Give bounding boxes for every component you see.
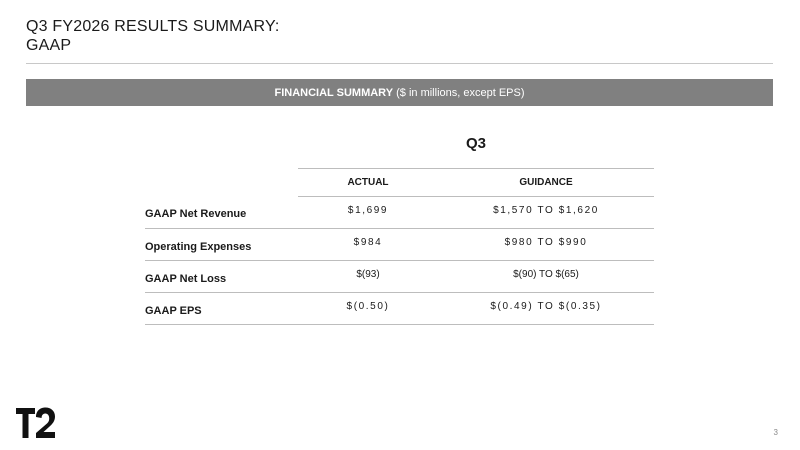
table-row: GAAP Net Revenue $1,699 $1,570 TO $1,620 xyxy=(145,196,654,229)
financial-summary-table: ACTUAL GUIDANCE GAAP Net Revenue $1,699 … xyxy=(145,169,654,325)
column-header-guidance: GUIDANCE xyxy=(438,169,654,197)
row-label: GAAP Net Loss xyxy=(145,260,298,293)
guidance-value: $980 TO $990 xyxy=(438,228,654,261)
period-heading: Q3 xyxy=(465,135,486,152)
banner-subtitle: ($ in millions, except EPS) xyxy=(393,86,525,99)
actual-value: $984 xyxy=(298,228,438,261)
title-divider xyxy=(26,63,773,64)
column-header-actual: ACTUAL xyxy=(298,169,438,197)
table-header-row: ACTUAL GUIDANCE xyxy=(145,169,654,197)
slide-title-line-2: GAAP xyxy=(26,37,72,54)
banner-title: FINANCIAL SUMMARY xyxy=(274,86,394,99)
row-label: GAAP EPS xyxy=(145,292,298,325)
guidance-value: $(0.49) TO $(0.35) xyxy=(438,292,654,325)
t2-logo-icon xyxy=(16,407,55,438)
row-label: GAAP Net Revenue xyxy=(145,196,298,229)
actual-value: $(0.50) xyxy=(298,292,438,325)
guidance-value: $1,570 TO $1,620 xyxy=(438,196,654,229)
financial-summary-banner: FINANCIAL SUMMARY ($ in millions, except… xyxy=(26,79,773,106)
actual-value: $(93) xyxy=(298,260,438,293)
header-blank-cell xyxy=(145,169,298,197)
table-row: GAAP EPS $(0.50) $(0.49) TO $(0.35) xyxy=(145,292,654,325)
slide-title-line-1: Q3 FY2026 RESULTS SUMMARY: xyxy=(26,18,280,35)
slide-title: Q3 FY2026 RESULTS SUMMARY: GAAP xyxy=(26,17,280,55)
period-divider xyxy=(298,168,654,169)
actual-value: $1,699 xyxy=(298,196,438,229)
table-row: GAAP Net Loss $(93) $(90) TO $(65) xyxy=(145,260,654,293)
page-number: 3 xyxy=(773,428,778,437)
table-row: Operating Expenses $984 $980 TO $990 xyxy=(145,228,654,261)
guidance-value: $(90) TO $(65) xyxy=(438,260,654,293)
row-label: Operating Expenses xyxy=(145,228,298,261)
